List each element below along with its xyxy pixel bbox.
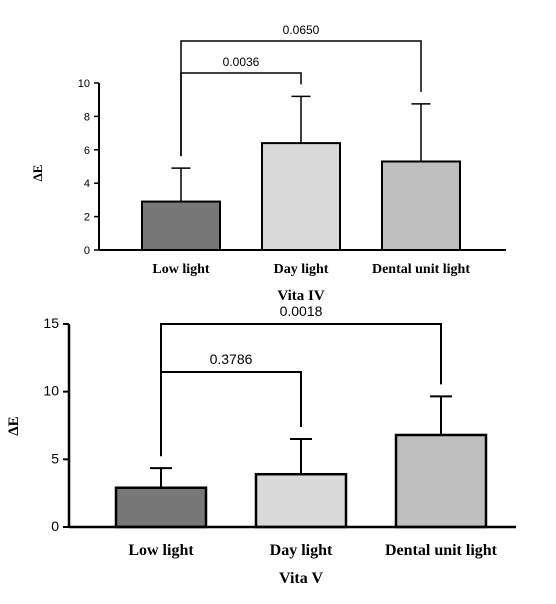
y-tick-label-0-0: 0	[84, 245, 90, 257]
y-tick-label-0-1: 2	[84, 212, 90, 224]
p-value-label-0-1: 0.0650	[283, 23, 320, 37]
bar-0-2	[381, 160, 461, 252]
category-label-0-1: Day light	[274, 262, 329, 277]
y-tick-label-1-1: 5	[51, 450, 59, 466]
category-label-1-0: Low light	[128, 542, 194, 559]
y-tick-label-1-2: 10	[43, 383, 59, 399]
bar-1-1	[254, 472, 348, 529]
p-value-label-0-0: 0.0036	[223, 55, 260, 69]
y-tick-label-1-3: 15	[43, 315, 59, 331]
p-value-label-1-1: 0.0018	[280, 303, 323, 319]
comparison-bracket-0-1	[180, 40, 422, 157]
y-tick-label-1-0: 0	[51, 518, 59, 534]
y-tick-label-0-5: 10	[78, 78, 90, 90]
category-label-1-1: Day light	[270, 542, 333, 559]
comparison-bracket-1-1	[160, 323, 442, 457]
category-label-0-0: Low light	[152, 262, 210, 277]
bar-1-0	[114, 486, 208, 529]
chart-title-0: Vita IV	[277, 288, 325, 304]
y-tick-label-0-3: 6	[84, 145, 90, 157]
y-axis-label-1: ΔE	[6, 416, 22, 435]
chart-title-1: Vita V	[279, 570, 323, 587]
category-label-1-2: Dental unit light	[385, 542, 498, 559]
bar-1-2	[394, 433, 488, 529]
category-label-0-2: Dental unit light	[372, 262, 470, 277]
y-axis-label-0: ΔE	[30, 165, 45, 182]
y-tick-label-0-4: 8	[84, 111, 90, 123]
bar-0-1	[261, 142, 341, 251]
bar-0-0	[141, 200, 221, 252]
y-tick-label-0-2: 4	[84, 178, 90, 190]
p-value-label-1-0: 0.3786	[210, 351, 253, 367]
comparison-bracket-1-0	[160, 371, 302, 457]
